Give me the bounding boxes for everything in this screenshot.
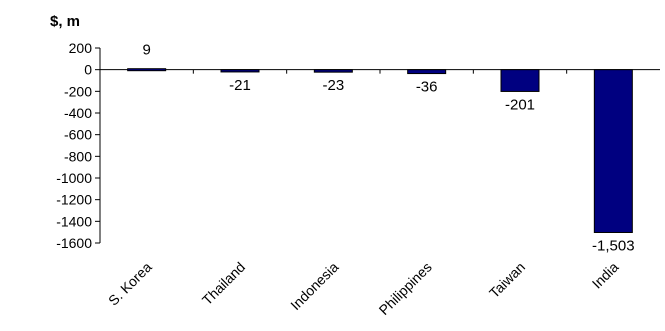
y-tick-label: -400 — [64, 105, 92, 121]
y-tick-labels: 200 0 -200 -400 -600 -800 -1000 -1200 -1400 -1600 — [56, 40, 92, 251]
category-label: India — [589, 259, 622, 292]
data-label: -36 — [416, 79, 438, 96]
y-tick-label: -1600 — [56, 235, 92, 251]
bar-thailand — [220, 69, 260, 73]
bar-philippines — [407, 69, 447, 75]
category-labels: S. Korea Thailand Indonesia Philippines Taiw… — [105, 259, 622, 318]
bar-indonesia — [313, 69, 353, 73]
category-label: Thailand — [199, 259, 248, 308]
axes — [95, 47, 660, 244]
bars-group — [127, 68, 633, 233]
data-label: 9 — [142, 42, 150, 59]
bar-s-korea — [127, 68, 167, 72]
y-tick-label: -600 — [64, 127, 92, 143]
category-label: Philippines — [376, 259, 435, 318]
data-labels: 9 -21 -23 -36 -201 -1,503 — [142, 42, 634, 255]
y-tick-label: -800 — [64, 148, 92, 164]
bar-india — [593, 69, 633, 233]
data-label: -23 — [322, 77, 344, 94]
y-tick-label: -1000 — [56, 170, 92, 186]
y-tick-label: 200 — [69, 40, 93, 56]
category-label: Taiwan — [486, 259, 528, 301]
category-label: Indonesia — [287, 259, 341, 313]
bar-taiwan — [500, 69, 540, 92]
data-label: -201 — [505, 96, 535, 113]
y-axis-unit-label: $, m — [50, 13, 80, 30]
y-tick-label: -1400 — [56, 213, 92, 229]
y-tick-label: -1200 — [56, 192, 92, 208]
y-tick-label: -200 — [64, 83, 92, 99]
data-label: -1,503 — [592, 237, 635, 254]
data-label: -21 — [229, 77, 251, 94]
y-tick-label: 0 — [84, 62, 92, 78]
category-label: S. Korea — [105, 259, 155, 309]
